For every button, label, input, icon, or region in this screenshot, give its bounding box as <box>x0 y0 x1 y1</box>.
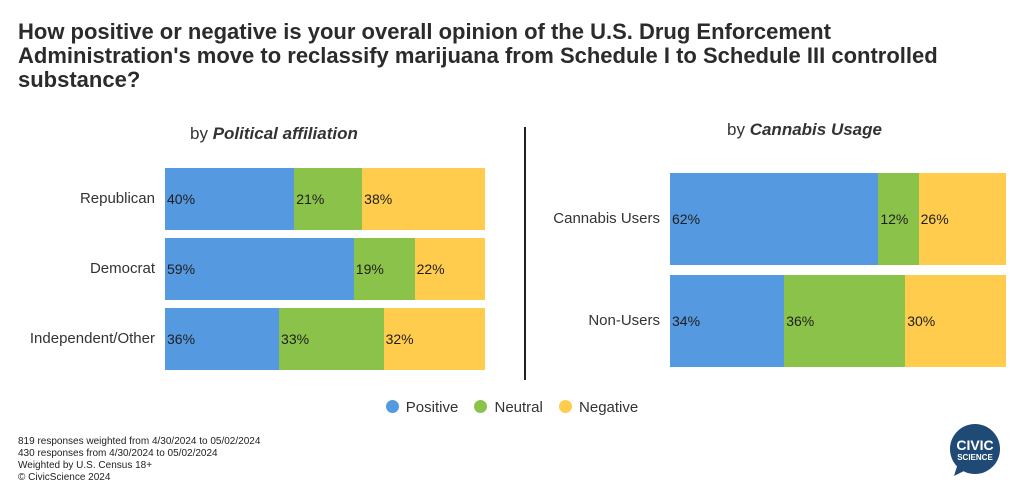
left-bar-neutral <box>353 238 415 300</box>
legend-item-positive: Positive <box>385 399 459 416</box>
legend-dot-positive <box>385 400 399 413</box>
right-bar-value-label: 12% <box>880 211 909 227</box>
left-subtitle: by Political affiliation <box>190 124 358 144</box>
logo-text-civic: CIVIC <box>956 437 993 453</box>
left-bar-negative <box>414 238 485 300</box>
right-subtitle-emph: Cannabis Usage <box>749 120 882 139</box>
legend-dot-negative <box>559 400 573 413</box>
left-bar-value-label: 38% <box>364 191 393 207</box>
left-row-label: Democrat <box>89 260 155 277</box>
footer-notes: 819 responses weighted from 4/30/2024 to… <box>18 436 260 484</box>
right-subtitle: by Cannabis Usage <box>727 120 882 140</box>
logo-tail <box>954 463 968 476</box>
right-bar-value-label: 36% <box>786 313 815 329</box>
right-bar-value-label: 26% <box>920 211 949 227</box>
right-bar-neutral <box>878 173 919 265</box>
legend-label-positive: Positive <box>405 399 459 416</box>
legend-item-negative: Negative <box>559 399 638 416</box>
left-bar-value-label: 19% <box>355 261 384 277</box>
left-bar-negative <box>383 308 485 370</box>
left-bar-neutral <box>294 168 363 230</box>
footer-line: Weighted by U.S. Census 18+ <box>18 460 153 471</box>
left-bar-positive <box>165 168 295 230</box>
footer-line: © CivicScience 2024 <box>18 472 111 483</box>
left-bar-negative <box>362 168 485 230</box>
left-subtitle-prefix: by <box>190 124 208 143</box>
legend-dot-neutral <box>474 400 488 413</box>
right-bar-neutral <box>784 275 906 367</box>
left-bar-value-label: 36% <box>167 331 196 347</box>
right-bar-negative <box>905 275 1006 367</box>
right-bar-value-label: 34% <box>672 313 701 329</box>
left-bar-value-label: 59% <box>167 261 196 277</box>
left-subtitle-emph: Political affiliation <box>212 124 358 143</box>
logo-text-science: SCIENCE <box>957 453 993 462</box>
left-bar-value-label: 32% <box>385 331 414 347</box>
chart-title: How positive or negative is your overall… <box>18 19 938 92</box>
logo-circle <box>950 424 1000 474</box>
left-bar-positive <box>165 238 354 300</box>
left-row-label: Independent/Other <box>29 330 155 347</box>
right-subtitle-prefix: by <box>727 120 745 139</box>
panel-divider <box>524 127 526 380</box>
footer-line: 430 responses from 4/30/2024 to 05/02/20… <box>18 448 218 459</box>
right-bar-negative <box>918 173 1006 265</box>
legend-label-neutral: Neutral <box>494 399 543 416</box>
right-row-label: Cannabis Users <box>553 210 660 227</box>
right-bar-value-label: 62% <box>672 211 701 227</box>
left-bar-value-label: 40% <box>167 191 196 207</box>
civicscience-logo: CIVIC SCIENCE <box>950 424 1000 476</box>
left-bar-value-label: 33% <box>281 331 310 347</box>
left-bar-value-label: 21% <box>296 191 325 207</box>
right-bar-positive <box>670 173 879 265</box>
left-bar-positive <box>165 308 280 370</box>
left-bar-neutral <box>279 308 384 370</box>
footer-line: 819 responses weighted from 4/30/2024 to… <box>18 436 261 447</box>
right-bar-positive <box>670 275 785 367</box>
right-bar-value-label: 30% <box>907 313 936 329</box>
legend-label-negative: Negative <box>579 399 639 416</box>
left-row-label: Republican <box>79 190 155 207</box>
left-bar-value-label: 22% <box>416 261 445 277</box>
legend-item-neutral: Neutral <box>474 399 543 416</box>
right-row-label: Non-Users <box>588 312 660 329</box>
legend: Positive Neutral Negative <box>0 399 1024 416</box>
